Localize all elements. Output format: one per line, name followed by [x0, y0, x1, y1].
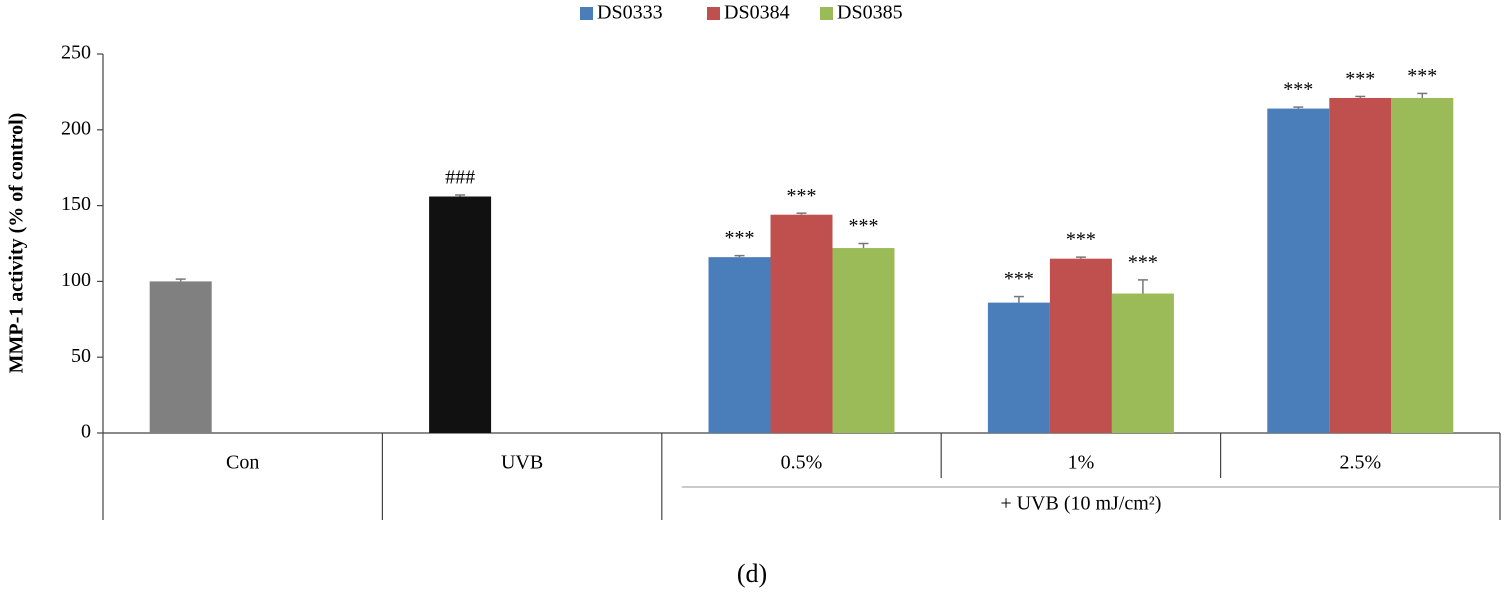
significance-mark: ***: [725, 227, 755, 249]
x-tick-label: UVB: [501, 452, 543, 474]
legend-swatch: [580, 7, 593, 20]
significance-mark: ***: [787, 185, 817, 207]
legend-label: DS0385: [837, 2, 903, 24]
bar: [149, 281, 212, 433]
y-tick-label: 250: [61, 42, 91, 64]
x-tick-label: 0.5%: [781, 452, 823, 474]
bar: [987, 302, 1050, 433]
bar: [1329, 97, 1392, 434]
caption: (d): [737, 559, 767, 588]
bar: [1391, 97, 1454, 434]
legend-swatch: [707, 7, 720, 20]
legend-label: DS0384: [724, 2, 790, 24]
significance-mark: ***: [1407, 65, 1437, 87]
x-tick-label: 2.5%: [1339, 452, 1381, 474]
x-tick-label: Con: [226, 452, 259, 474]
legend-label: DS0333: [597, 2, 663, 24]
significance-mark: ***: [1345, 68, 1375, 90]
y-tick-label: 50: [71, 345, 91, 367]
y-tick-label: 200: [61, 117, 91, 139]
significance-mark: ***: [1066, 229, 1096, 251]
significance-mark: ***: [849, 215, 879, 237]
significance-mark: ***: [1128, 251, 1158, 273]
x-tick-label: 1%: [1068, 452, 1095, 474]
group-label: + UVB (10 mJ/cm²): [1000, 493, 1161, 515]
y-axis-label: MMP-1 activity (% of control): [6, 113, 28, 374]
significance-mark: ***: [1283, 79, 1313, 101]
significance-mark: ###: [445, 167, 475, 189]
y-tick-label: 150: [61, 193, 91, 215]
y-tick-label: 100: [61, 269, 91, 291]
bar: [1049, 258, 1112, 433]
bar: [708, 257, 771, 433]
bar: [832, 248, 895, 433]
bar: [1267, 108, 1330, 434]
bar: [1111, 293, 1174, 433]
bar: [429, 196, 492, 433]
significance-mark: ***: [1004, 268, 1034, 290]
y-tick-label: 0: [81, 421, 91, 443]
legend-swatch: [820, 7, 833, 20]
bar: [770, 214, 833, 433]
